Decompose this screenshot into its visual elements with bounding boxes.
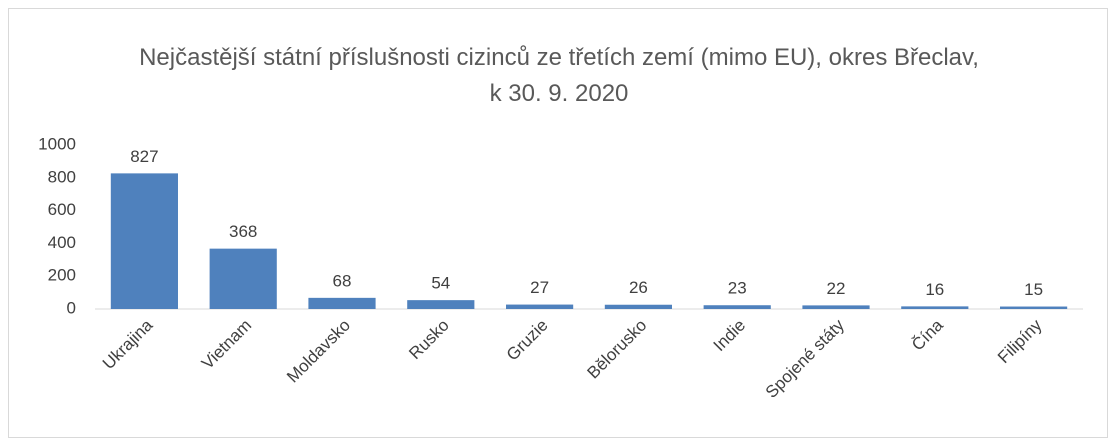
data-label: 368 — [229, 222, 257, 241]
data-label: 15 — [1024, 280, 1043, 299]
data-label: 26 — [629, 278, 648, 297]
y-tick-label: 800 — [48, 167, 76, 186]
x-tick-label: Bělorusko — [584, 316, 651, 383]
bar — [308, 297, 376, 309]
x-tick-label: Vietnam — [198, 316, 255, 373]
chart-frame — [8, 8, 1108, 438]
bar — [703, 305, 771, 309]
bar — [110, 173, 178, 309]
bar — [604, 304, 672, 309]
chart-title: Nejčastější státní příslušnosti cizinců … — [139, 44, 979, 107]
data-label: 23 — [728, 279, 747, 298]
y-tick-label: 400 — [48, 233, 76, 252]
bar — [802, 305, 870, 309]
data-label: 16 — [925, 280, 944, 299]
bar — [506, 304, 574, 309]
x-tick-label: Čína — [908, 315, 947, 354]
data-label: 54 — [431, 274, 450, 293]
bar — [1000, 306, 1068, 309]
bar — [209, 248, 277, 309]
x-tick-label: Rusko — [405, 316, 453, 364]
y-tick-label: 0 — [67, 298, 76, 317]
data-label: 68 — [333, 271, 352, 290]
y-tick-label: 200 — [48, 266, 76, 285]
x-tick-label: Indie — [710, 316, 750, 356]
x-tick-label: Spojené státy — [762, 315, 849, 402]
x-tick-label: Moldavsko — [283, 316, 354, 387]
data-label: 827 — [130, 147, 158, 166]
data-label: 22 — [827, 279, 846, 298]
x-tick-label: Filipíny — [994, 315, 1046, 367]
x-tick-label: Gruzie — [503, 316, 552, 365]
data-label: 27 — [530, 278, 549, 297]
y-tick-label: 600 — [48, 200, 76, 219]
bar — [407, 300, 475, 309]
x-tick-label: Ukrajina — [99, 315, 157, 373]
bar — [901, 306, 969, 309]
y-tick-label: 1000 — [38, 134, 76, 153]
